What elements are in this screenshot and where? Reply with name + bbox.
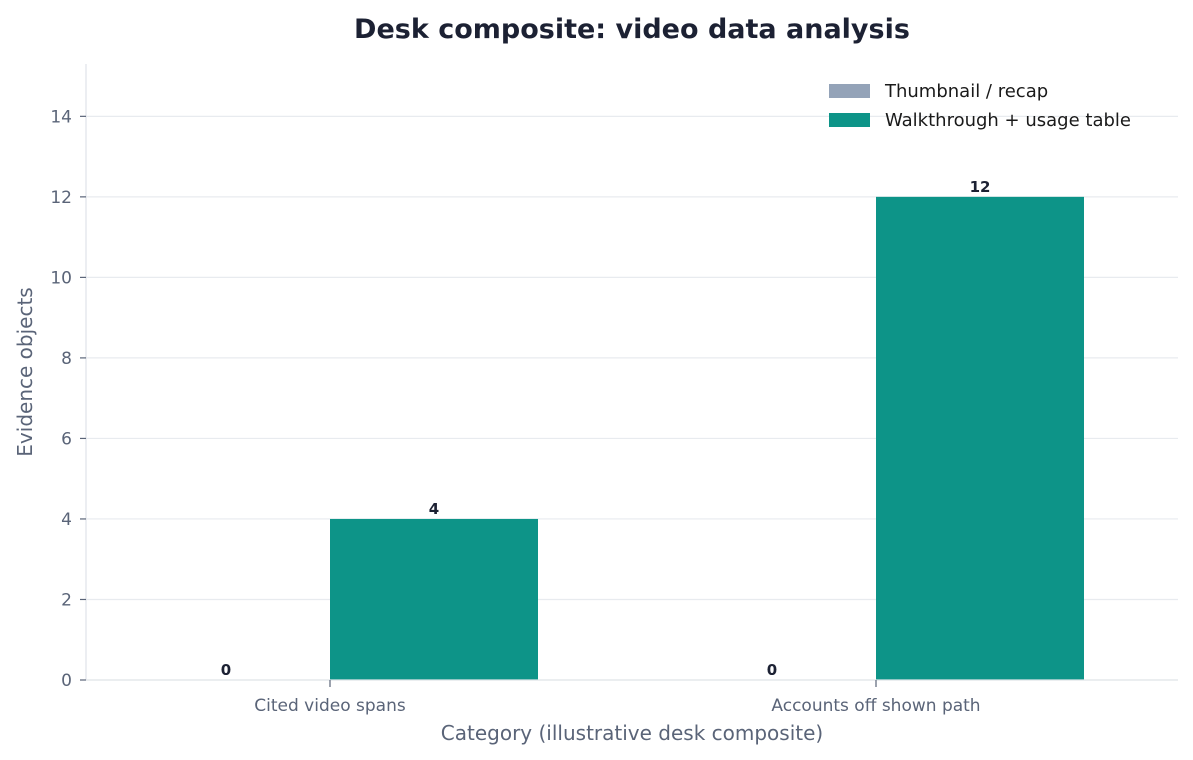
chart-title: Desk composite: video data analysis (354, 14, 910, 45)
data-label: 4 (429, 500, 439, 518)
y-ticks: 0 2 4 6 8 10 12 14 (50, 107, 86, 691)
legend-label: Walkthrough + usage table (885, 110, 1131, 131)
axes (85, 64, 1178, 681)
y-axis-label: Evidence objects (13, 287, 37, 456)
bar-walkthrough-0 (330, 518, 538, 680)
y-tick-label: 4 (61, 510, 72, 530)
y-tick-label: 2 (61, 590, 72, 610)
data-labels: 0 4 0 12 (221, 178, 991, 679)
bars (330, 196, 1084, 681)
data-label: 0 (767, 661, 777, 679)
x-ticks: Cited video spans Accounts off shown path (254, 680, 981, 716)
legend-swatch (829, 113, 870, 127)
data-label: 12 (970, 178, 991, 196)
legend: Thumbnail / recap Walkthrough + usage tab… (829, 81, 1131, 131)
bar-walkthrough-1 (876, 196, 1084, 681)
legend-label: Thumbnail / recap (884, 81, 1048, 102)
data-label: 0 (221, 661, 231, 679)
y-tick-label: 12 (50, 188, 72, 208)
y-tick-label: 6 (61, 429, 72, 449)
x-tick-label: Accounts off shown path (771, 696, 980, 716)
x-axis-label: Category (illustrative desk composite) (441, 721, 823, 745)
legend-swatch (829, 84, 870, 98)
x-tick-label: Cited video spans (254, 696, 406, 716)
y-tick-label: 8 (61, 349, 72, 369)
y-tick-label: 14 (50, 107, 72, 127)
grid-lines (86, 115, 1178, 601)
y-tick-label: 0 (61, 671, 72, 691)
y-tick-label: 10 (50, 268, 72, 288)
